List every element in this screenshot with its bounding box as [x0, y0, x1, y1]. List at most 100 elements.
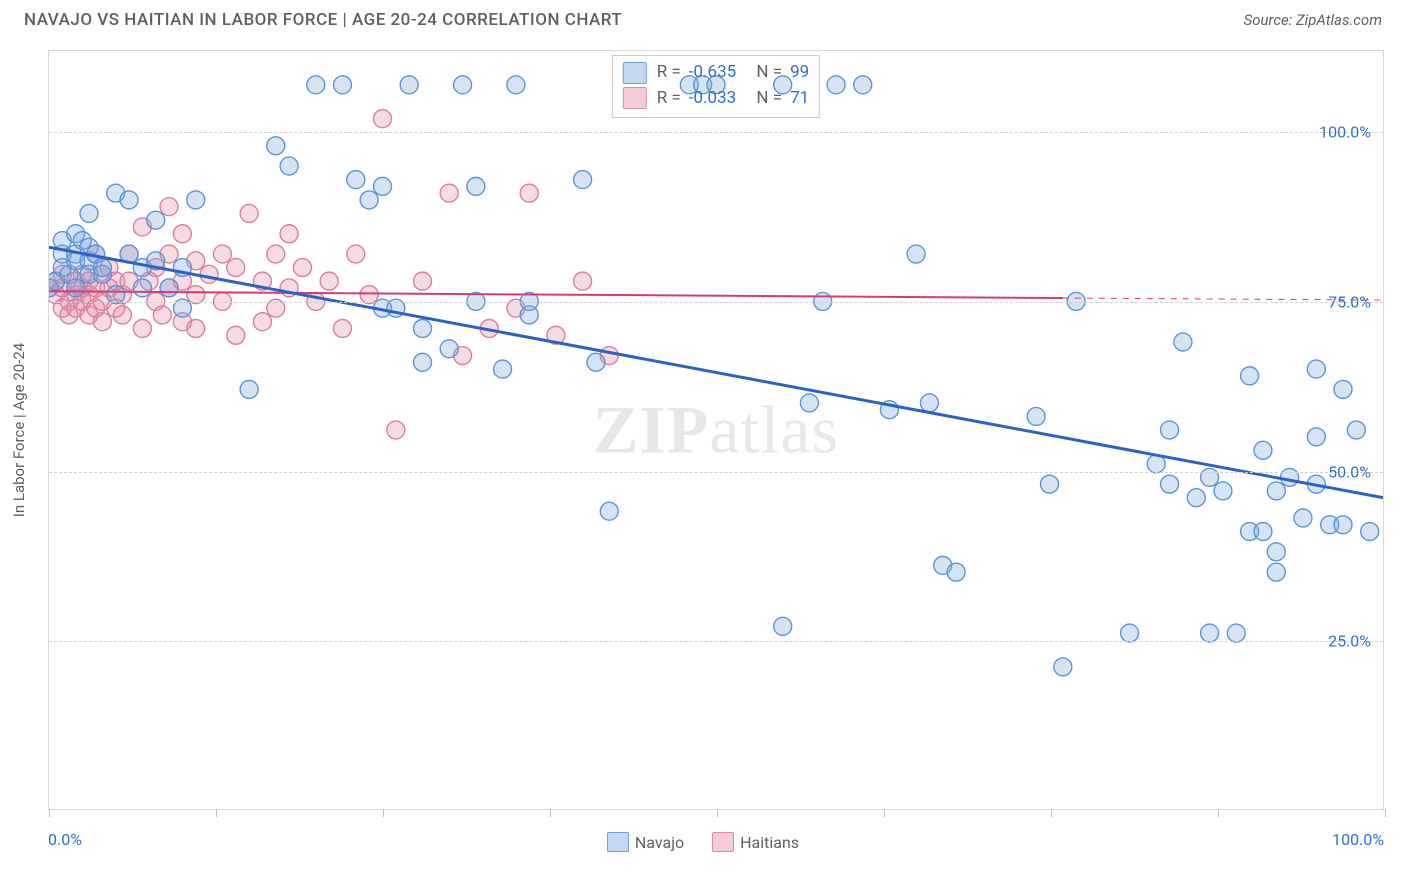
point-haitian: [93, 313, 111, 331]
point-navajo: [1161, 475, 1179, 493]
x-tick: [717, 809, 718, 817]
y-tick-label: 50.0%: [1328, 462, 1371, 481]
point-navajo: [360, 191, 378, 209]
point-navajo: [133, 279, 151, 297]
point-navajo: [240, 380, 258, 398]
point-haitian: [240, 204, 258, 222]
n-label: N =: [756, 86, 782, 112]
legend-item-navajo: Navajo: [607, 832, 684, 852]
point-navajo: [1054, 658, 1072, 676]
point-haitian: [213, 245, 231, 263]
point-haitian: [200, 265, 218, 283]
point-navajo: [907, 245, 925, 263]
point-navajo: [1347, 421, 1365, 439]
x-tick: [1051, 809, 1052, 817]
point-navajo: [280, 157, 298, 175]
n-value-haitian: 71: [790, 86, 809, 112]
point-navajo: [494, 360, 512, 378]
point-navajo: [414, 320, 432, 338]
point-navajo: [467, 177, 485, 195]
point-haitian: [360, 286, 378, 304]
point-navajo: [1201, 624, 1219, 642]
point-navajo: [1254, 523, 1272, 541]
point-navajo: [160, 279, 178, 297]
gridline: [49, 472, 1383, 473]
point-navajo: [347, 171, 365, 189]
point-navajo: [827, 76, 845, 94]
point-haitian: [347, 245, 365, 263]
point-navajo: [1334, 516, 1352, 534]
point-haitian: [227, 259, 245, 277]
point-navajo: [267, 137, 285, 155]
r-label: R =: [657, 86, 681, 112]
point-navajo: [1174, 333, 1192, 351]
point-navajo: [120, 191, 138, 209]
point-haitian: [374, 110, 392, 128]
r-value-navajo: -0.635: [689, 60, 736, 86]
point-navajo: [187, 191, 205, 209]
x-tick: [884, 809, 885, 817]
y-tick-label: 75.0%: [1328, 293, 1371, 312]
gridline: [49, 302, 1383, 303]
point-navajo: [1294, 509, 1312, 527]
swatch-haitian-icon: [623, 87, 647, 109]
legend-label-navajo: Navajo: [635, 833, 684, 852]
point-navajo: [920, 394, 938, 412]
point-navajo: [1241, 367, 1259, 385]
scatter-plot: [49, 51, 1383, 809]
point-haitian: [520, 184, 538, 202]
point-navajo: [333, 76, 351, 94]
point-navajo: [1307, 360, 1325, 378]
swatch-navajo-icon: [623, 62, 647, 84]
point-navajo: [774, 617, 792, 635]
stats-row-navajo: R = -0.635 N = 99: [623, 60, 809, 86]
point-haitian: [387, 421, 405, 439]
point-haitian: [153, 306, 171, 324]
point-haitian: [160, 198, 178, 216]
source-label: Source: ZipAtlas.com: [1244, 11, 1382, 29]
n-value-navajo: 99: [790, 60, 809, 86]
point-navajo: [600, 502, 618, 520]
point-navajo: [1254, 441, 1272, 459]
point-navajo: [1227, 624, 1245, 642]
point-haitian: [280, 225, 298, 243]
point-navajo: [147, 211, 165, 229]
point-navajo: [1307, 428, 1325, 446]
point-haitian: [440, 184, 458, 202]
point-haitian: [574, 272, 592, 290]
x-tick: [1385, 809, 1386, 817]
point-navajo: [947, 563, 965, 581]
point-navajo: [1214, 482, 1232, 500]
point-haitian: [173, 225, 191, 243]
x-tick: [1218, 809, 1219, 817]
point-navajo: [80, 204, 98, 222]
point-navajo: [307, 76, 325, 94]
point-haitian: [133, 320, 151, 338]
gridline: [49, 132, 1383, 133]
legend-item-haitian: Haitians: [712, 832, 799, 852]
point-navajo: [854, 76, 872, 94]
point-navajo: [1361, 523, 1379, 541]
point-haitian: [414, 272, 432, 290]
x-tick: [49, 809, 50, 817]
x-tick: [216, 809, 217, 817]
point-navajo: [454, 76, 472, 94]
gridline: [49, 641, 1383, 642]
point-navajo: [800, 394, 818, 412]
point-navajo: [1187, 489, 1205, 507]
point-navajo: [1161, 421, 1179, 439]
point-navajo: [93, 259, 111, 277]
point-navajo: [1027, 407, 1045, 425]
point-navajo: [1267, 563, 1285, 581]
point-haitian: [293, 259, 311, 277]
point-navajo: [107, 286, 125, 304]
point-haitian: [333, 320, 351, 338]
n-label: N =: [756, 60, 782, 86]
chart-title: NAVAJO VS HAITIAN IN LABOR FORCE | AGE 2…: [24, 10, 622, 30]
r-value-haitian: -0.033: [689, 86, 736, 112]
point-haitian: [253, 313, 271, 331]
legend-label-haitian: Haitians: [740, 833, 799, 852]
point-navajo: [1121, 624, 1139, 642]
point-navajo: [414, 353, 432, 371]
point-navajo: [400, 76, 418, 94]
